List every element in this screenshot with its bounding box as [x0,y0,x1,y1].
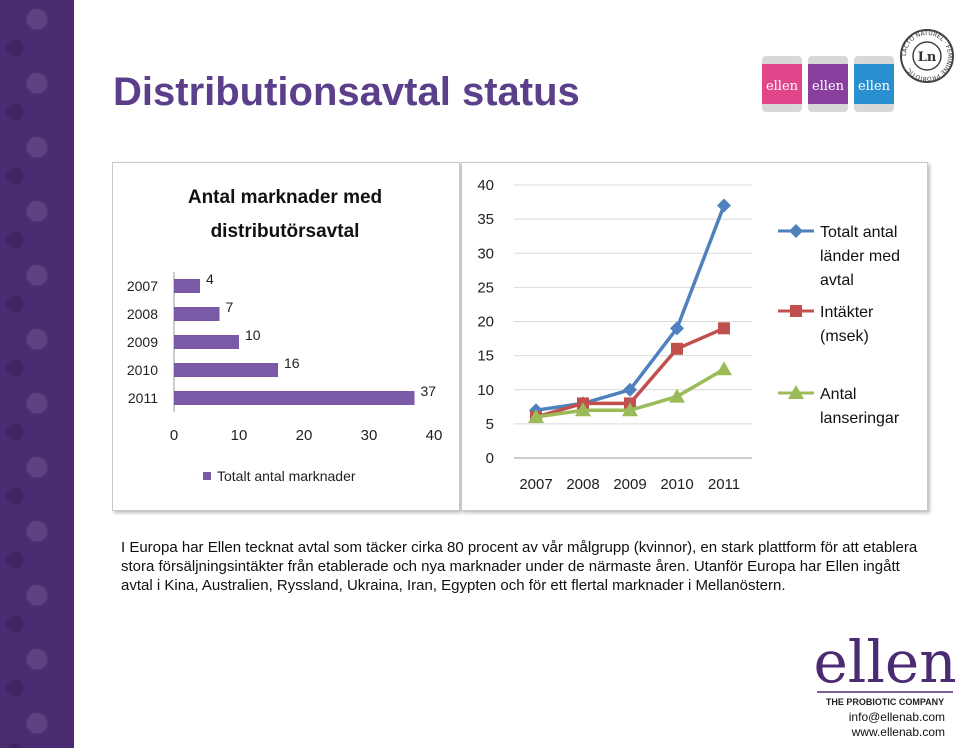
line-y-tick-label: 40 [477,177,494,194]
bar-value-label: 7 [226,299,234,315]
line-marker [528,409,544,424]
line-marker [671,342,683,355]
line-marker [789,224,803,238]
lacto-naturel-seal-logo: LACTO NATUREL · FEMININE PROBIOTIC Ln [900,29,954,83]
line-chart: 0 5 10 15 20 25 30 35 40 2007 2008 2009 2010 2011 Tota… [477,177,900,493]
bar-chart-title: Antal marknader med [188,187,382,208]
line-y-tick-label: 0 [486,450,494,467]
line-legend-label: Antal [820,386,856,403]
bar-value-label: 37 [421,383,437,399]
bar-category-label: 2010 [127,362,158,378]
bar-chart-title: distributörsavtal [211,221,360,242]
contact-website: www.ellenab.com [851,725,945,739]
bar-chart-panel: Antal marknader med distributörsavtal 2007… [112,162,460,511]
line-y-tick-label: 20 [477,314,494,331]
slide-title: Distributionsavtal status [113,70,580,114]
line-legend-entry: Intäkter (msek) [778,304,874,345]
bar-value-label: 10 [245,327,261,343]
product-packages-image: ellen ellen ellen [760,50,898,116]
bar-x-tick-label: 0 [170,427,178,444]
bar-category-label: 2007 [127,278,158,294]
product-label: ellen [858,79,891,94]
line-x-tick-label: 2007 [519,476,552,493]
line-y-tick-label: 10 [477,382,494,399]
bar-x-tick-label: 20 [296,427,313,444]
line-legend-label: Intäkter [820,304,874,321]
bar-legend-swatch [203,472,211,480]
line-marker [669,388,685,403]
bar-category-label: 2011 [128,390,158,406]
brand-wordmark: ellen [815,628,955,696]
line-y-tick-label: 15 [477,348,494,365]
line-marker [790,305,802,317]
bar-chart: Antal marknader meddistributörsavtal2007… [127,187,443,484]
bar-category-label: 2008 [127,306,158,322]
decorative-side-band [0,0,74,748]
bar-category-label: 2009 [127,334,158,350]
bar-2007 [174,279,200,293]
contact-email: info@ellenab.com [848,710,945,724]
line-legend-label: länder med [820,248,900,265]
product-package-pink: ellen [762,56,802,112]
line-legend-label: lanseringar [820,410,900,427]
line-marker [575,402,591,417]
bar-2008 [174,307,220,321]
bar-2011 [174,391,415,405]
line-legend-label: avtal [820,272,854,289]
line-marker [670,321,684,336]
line-legend-entry: Totalt antal länder med avtal [778,224,900,289]
body-paragraph: I Europa har Ellen tecknat avtal som täc… [121,539,918,594]
line-marker [717,198,731,213]
line-x-tick-label: 2008 [566,476,599,493]
line-legend-label: Totalt antal [820,224,897,241]
line-y-tick-label: 30 [477,245,494,262]
line-y-tick-label: 5 [486,416,494,433]
bar-x-tick-label: 10 [231,427,248,444]
line-legend-label: (msek) [820,328,869,345]
product-label: ellen [812,79,845,94]
line-marker [622,402,638,417]
line-y-tick-label: 25 [477,279,494,296]
line-marker [716,361,732,376]
line-marker [623,382,637,397]
line-marker [788,385,804,399]
brand-tagline: THE PROBIOTIC COMPANY [826,697,944,707]
line-chart-panel: 0 5 10 15 20 25 30 35 40 2007 2008 2009 2010 2011 Tota… [461,162,928,511]
line-x-tick-label: 2009 [613,476,646,493]
bar-x-tick-label: 30 [361,427,378,444]
line-legend-entry: Antal lanseringar [778,385,900,427]
bar-x-tick-label: 40 [426,427,443,444]
line-series-path [535,204,726,412]
line-x-tick-label: 2010 [660,476,693,493]
product-package-purple: ellen [808,56,848,112]
line-y-tick-label: 35 [477,211,494,228]
ellen-brand-logo: ellen THE PROBIOTIC COMPANY [815,628,955,707]
line-marker [718,322,730,335]
bar-2010 [174,363,278,377]
bar-legend-label: Totalt antal marknader [217,468,356,484]
bar-value-label: 4 [206,271,214,287]
product-label: ellen [766,79,799,94]
line-series-2 [528,361,732,424]
product-package-blue: ellen [854,56,894,112]
line-x-tick-label: 2011 [708,476,740,493]
bar-value-label: 16 [284,355,300,371]
seal-monogram: Ln [918,50,937,65]
bar-2009 [174,335,239,349]
